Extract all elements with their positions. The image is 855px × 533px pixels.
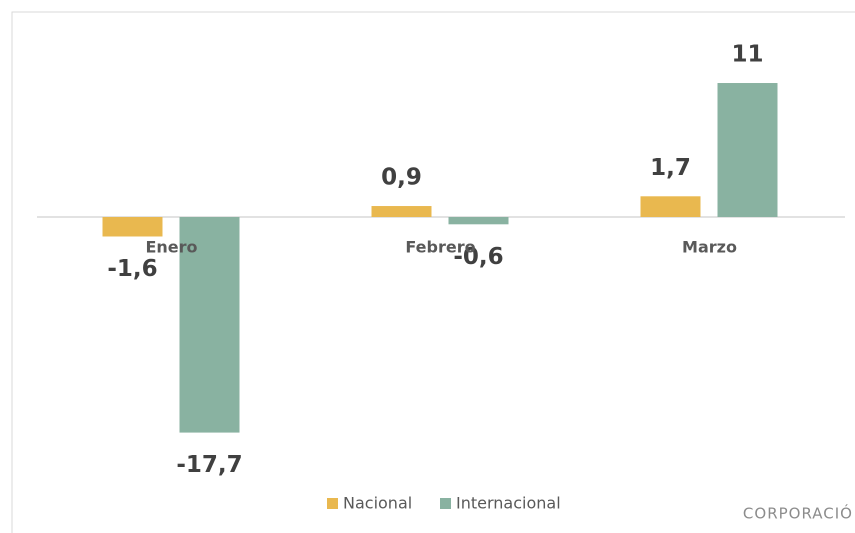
value-label: 11 bbox=[731, 42, 763, 68]
legend-swatch bbox=[440, 498, 451, 509]
bar bbox=[717, 83, 778, 218]
category-label: Febrero bbox=[405, 238, 475, 257]
legend-swatch bbox=[327, 498, 338, 509]
bar bbox=[448, 217, 509, 225]
value-label: -17,7 bbox=[176, 452, 242, 478]
legend-label: Internacional bbox=[456, 494, 561, 513]
category-label: Marzo bbox=[682, 238, 737, 257]
footer: CORPORACIÓ bbox=[743, 504, 853, 523]
bar bbox=[640, 196, 701, 217]
value-label: 0,9 bbox=[381, 165, 422, 191]
bar bbox=[179, 217, 240, 433]
chart-frame bbox=[11, 11, 855, 533]
value-label: -0,6 bbox=[453, 244, 503, 270]
category-label: Enero bbox=[145, 238, 197, 257]
bar bbox=[371, 206, 432, 217]
value-label: -1,6 bbox=[107, 256, 157, 282]
legend-label: Nacional bbox=[343, 494, 412, 513]
value-label: 1,7 bbox=[650, 155, 691, 181]
bar bbox=[102, 217, 163, 237]
